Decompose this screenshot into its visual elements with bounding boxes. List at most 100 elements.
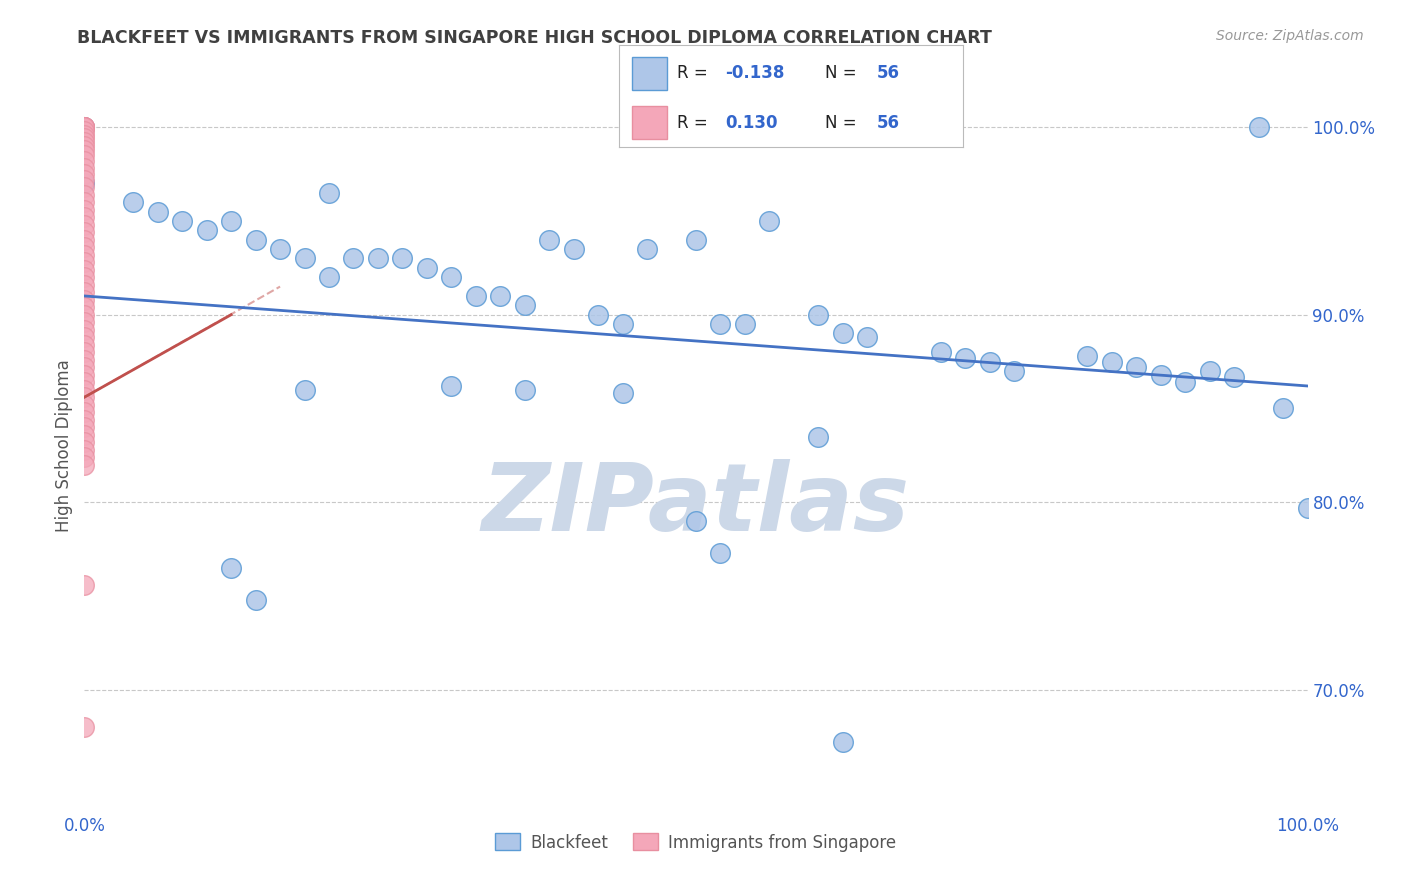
Point (612, 317, 634, 331)
Point (73, 255, 96, 269)
Point (73, 120, 96, 135)
Point (856, 330, 879, 344)
Point (73, 405, 96, 419)
Point (73, 368, 96, 382)
Point (1125, 360, 1147, 375)
Point (73, 720, 96, 734)
Point (1296, 500, 1319, 515)
Point (245, 592, 267, 607)
Point (513, 383, 536, 397)
Point (73, 218, 96, 232)
Point (318, 186, 340, 200)
Point (73, 330, 96, 344)
Point (73, 323, 96, 337)
Point (73, 148, 96, 162)
Point (734, 317, 756, 331)
Point (1272, 401, 1295, 416)
Point (1247, 120, 1270, 135)
Point (73, 128, 96, 142)
Point (318, 270, 340, 285)
Point (685, 233, 707, 247)
Point (1002, 364, 1025, 378)
Point (73, 435, 96, 450)
Point (73, 398, 96, 412)
Point (73, 180, 96, 194)
Text: N =: N = (825, 64, 862, 82)
Point (146, 204, 169, 219)
Point (73, 458, 96, 472)
Point (367, 252, 389, 266)
Point (73, 345, 96, 359)
Point (1198, 364, 1220, 378)
Point (758, 214, 780, 228)
Point (1174, 376, 1197, 390)
Point (73, 161, 96, 176)
Point (612, 386, 634, 401)
Point (73, 139, 96, 153)
Point (73, 352, 96, 367)
Point (73, 376, 96, 390)
Point (73, 120, 96, 135)
Point (73, 120, 96, 135)
Point (73, 337, 96, 351)
Point (73, 202, 96, 217)
Point (73, 167, 96, 181)
Point (73, 120, 96, 135)
Point (1223, 369, 1246, 384)
Point (73, 143, 96, 157)
Text: 56: 56 (877, 113, 900, 131)
Point (73, 413, 96, 427)
Point (586, 308, 609, 322)
Point (979, 354, 1001, 368)
Point (73, 131, 96, 145)
Point (73, 187, 96, 202)
Legend: Blackfeet, Immigrants from Singapore: Blackfeet, Immigrants from Singapore (489, 827, 903, 858)
Point (562, 242, 585, 256)
Point (1101, 354, 1123, 368)
Text: 0.130: 0.130 (725, 113, 778, 131)
Point (73, 300, 96, 314)
Point (73, 420, 96, 434)
Point (73, 248, 96, 262)
Point (73, 442, 96, 457)
Point (342, 252, 364, 266)
Point (73, 195, 96, 210)
Text: 56: 56 (877, 64, 900, 82)
Point (73, 277, 96, 292)
Point (294, 383, 316, 397)
Point (245, 233, 267, 247)
Point (73, 293, 96, 307)
Point (636, 242, 658, 256)
Text: ZIPatlas: ZIPatlas (482, 458, 910, 550)
Point (709, 546, 731, 560)
Text: -0.138: -0.138 (725, 64, 785, 82)
FancyBboxPatch shape (633, 106, 666, 139)
Point (1150, 368, 1173, 382)
Point (73, 120, 96, 135)
Point (172, 214, 194, 228)
Point (73, 210, 96, 224)
Point (73, 124, 96, 138)
Point (73, 308, 96, 322)
Point (73, 383, 96, 397)
Point (219, 561, 242, 575)
Point (294, 252, 316, 266)
Point (416, 260, 439, 275)
Point (1076, 349, 1098, 363)
Text: R =: R = (678, 113, 713, 131)
Text: N =: N = (825, 113, 862, 131)
Point (538, 233, 561, 247)
Point (73, 225, 96, 239)
Point (73, 262, 96, 277)
Point (831, 326, 853, 341)
Point (685, 514, 707, 528)
Point (73, 153, 96, 168)
Point (73, 578, 96, 592)
Point (122, 195, 145, 210)
Point (953, 351, 976, 365)
Point (464, 289, 486, 303)
Point (709, 317, 731, 331)
Point (807, 429, 830, 443)
Point (219, 214, 242, 228)
Point (73, 390, 96, 404)
